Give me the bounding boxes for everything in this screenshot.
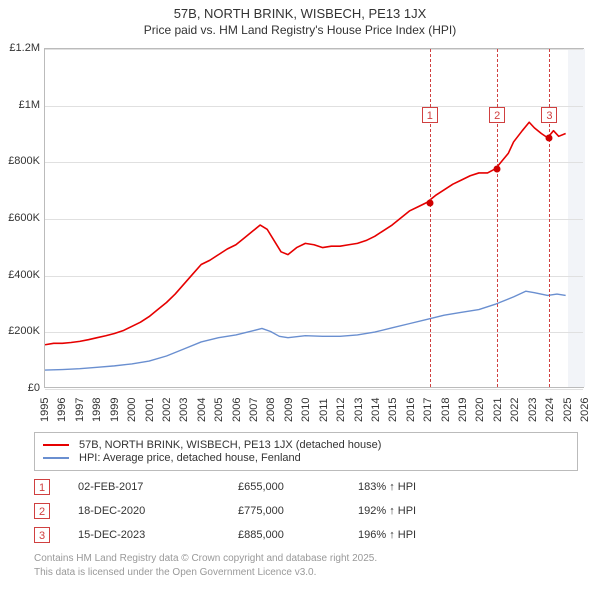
legend-label-blue: HPI: Average price, detached house, Fenl… bbox=[79, 452, 301, 464]
table-row-date: 18-DEC-2020 bbox=[78, 505, 238, 517]
x-tick-label: 1995 bbox=[39, 398, 51, 422]
x-tick-label: 2010 bbox=[300, 398, 312, 422]
sale-dot bbox=[426, 200, 433, 207]
event-marker-box: 1 bbox=[422, 107, 438, 123]
table-row-pct: 196% ↑ HPI bbox=[358, 529, 478, 541]
legend-swatch-blue bbox=[43, 457, 69, 459]
table-row: 3 15-DEC-2023£885,000196% ↑ HPI bbox=[34, 523, 578, 547]
x-tick-label: 2026 bbox=[579, 398, 591, 422]
table-row: 1 02-FEB-2017£655,000183% ↑ HPI bbox=[34, 475, 578, 499]
x-tick-label: 2001 bbox=[144, 398, 156, 422]
x-tick-label: 1996 bbox=[56, 398, 68, 422]
table-row-pct: 192% ↑ HPI bbox=[358, 505, 478, 517]
event-line bbox=[430, 49, 431, 387]
x-tick-label: 2015 bbox=[387, 398, 399, 422]
x-tick-label: 2006 bbox=[231, 398, 243, 422]
sale-dot bbox=[494, 166, 501, 173]
x-tick-label: 2012 bbox=[335, 398, 347, 422]
x-tick-label: 2017 bbox=[422, 398, 434, 422]
footer: Contains HM Land Registry data © Crown c… bbox=[34, 552, 377, 579]
x-tick-label: 2004 bbox=[196, 398, 208, 422]
legend-row: HPI: Average price, detached house, Fenl… bbox=[43, 452, 569, 464]
x-tick-label: 1997 bbox=[74, 398, 86, 422]
x-tick-label: 1998 bbox=[91, 398, 103, 422]
sales-table: 1 02-FEB-2017£655,000183% ↑ HPI 2 18-DEC-20… bbox=[34, 475, 578, 547]
series-line-red bbox=[45, 122, 566, 345]
x-tick-label: 2008 bbox=[265, 398, 277, 422]
y-tick-label: £600K bbox=[2, 212, 40, 224]
legend: 57B, NORTH BRINK, WISBECH, PE13 1JX (det… bbox=[34, 432, 578, 471]
footer-line1: Contains HM Land Registry data © Crown c… bbox=[34, 552, 377, 566]
table-row: 2 18-DEC-2020£775,000192% ↑ HPI bbox=[34, 499, 578, 523]
x-tick-label: 2003 bbox=[178, 398, 190, 422]
x-tick-label: 2018 bbox=[440, 398, 452, 422]
event-marker-box: 3 bbox=[541, 107, 557, 123]
x-tick-label: 2000 bbox=[126, 398, 138, 422]
x-tick-label: 1999 bbox=[109, 398, 121, 422]
table-row-price: £885,000 bbox=[238, 529, 358, 541]
chart-container: 57B, NORTH BRINK, WISBECH, PE13 1JX Pric… bbox=[0, 0, 600, 590]
table-row-date: 02-FEB-2017 bbox=[78, 481, 238, 493]
table-row-price: £655,000 bbox=[238, 481, 358, 493]
x-tick-label: 2025 bbox=[562, 398, 574, 422]
y-tick-label: £800K bbox=[2, 155, 40, 167]
x-axis-labels: 1995199619971998199920002001200220032004… bbox=[44, 392, 584, 432]
x-tick-label: 2009 bbox=[283, 398, 295, 422]
table-row-marker: 2 bbox=[34, 503, 50, 519]
event-line bbox=[497, 49, 498, 387]
event-marker-box: 2 bbox=[489, 107, 505, 123]
x-tick-label: 2002 bbox=[161, 398, 173, 422]
x-tick-label: 2019 bbox=[457, 398, 469, 422]
x-tick-label: 2020 bbox=[474, 398, 486, 422]
y-tick-label: £1M bbox=[2, 99, 40, 111]
gridline-h bbox=[45, 389, 583, 390]
table-row-marker: 3 bbox=[34, 527, 50, 543]
event-line bbox=[549, 49, 550, 387]
y-tick-label: £400K bbox=[2, 269, 40, 281]
title-address: 57B, NORTH BRINK, WISBECH, PE13 1JX bbox=[0, 6, 600, 21]
legend-label-red: 57B, NORTH BRINK, WISBECH, PE13 1JX (det… bbox=[79, 439, 381, 451]
legend-swatch-red bbox=[43, 444, 69, 446]
title-subtitle: Price paid vs. HM Land Registry's House … bbox=[0, 23, 600, 37]
x-tick-label: 2014 bbox=[370, 398, 382, 422]
x-tick-label: 2021 bbox=[492, 398, 504, 422]
x-tick-label: 2016 bbox=[405, 398, 417, 422]
x-tick-label: 2023 bbox=[527, 398, 539, 422]
y-tick-label: £0 bbox=[2, 382, 40, 394]
x-tick-label: 2022 bbox=[509, 398, 521, 422]
footer-line2: This data is licensed under the Open Gov… bbox=[34, 566, 377, 580]
y-tick-label: £200K bbox=[2, 325, 40, 337]
x-tick-label: 2007 bbox=[248, 398, 260, 422]
x-tick-label: 2011 bbox=[318, 398, 330, 422]
table-row-pct: 183% ↑ HPI bbox=[358, 481, 478, 493]
y-tick-label: £1.2M bbox=[2, 42, 40, 54]
x-tick-label: 2013 bbox=[353, 398, 365, 422]
legend-row: 57B, NORTH BRINK, WISBECH, PE13 1JX (det… bbox=[43, 439, 569, 451]
x-tick-label: 2005 bbox=[213, 398, 225, 422]
x-tick-label: 2024 bbox=[544, 398, 556, 422]
title-block: 57B, NORTH BRINK, WISBECH, PE13 1JX Pric… bbox=[0, 0, 600, 37]
table-row-marker: 1 bbox=[34, 479, 50, 495]
sale-dot bbox=[546, 135, 553, 142]
table-row-date: 15-DEC-2023 bbox=[78, 529, 238, 541]
table-row-price: £775,000 bbox=[238, 505, 358, 517]
chart-plot-area: 1 2 3 bbox=[44, 48, 584, 388]
chart-svg bbox=[45, 49, 583, 387]
